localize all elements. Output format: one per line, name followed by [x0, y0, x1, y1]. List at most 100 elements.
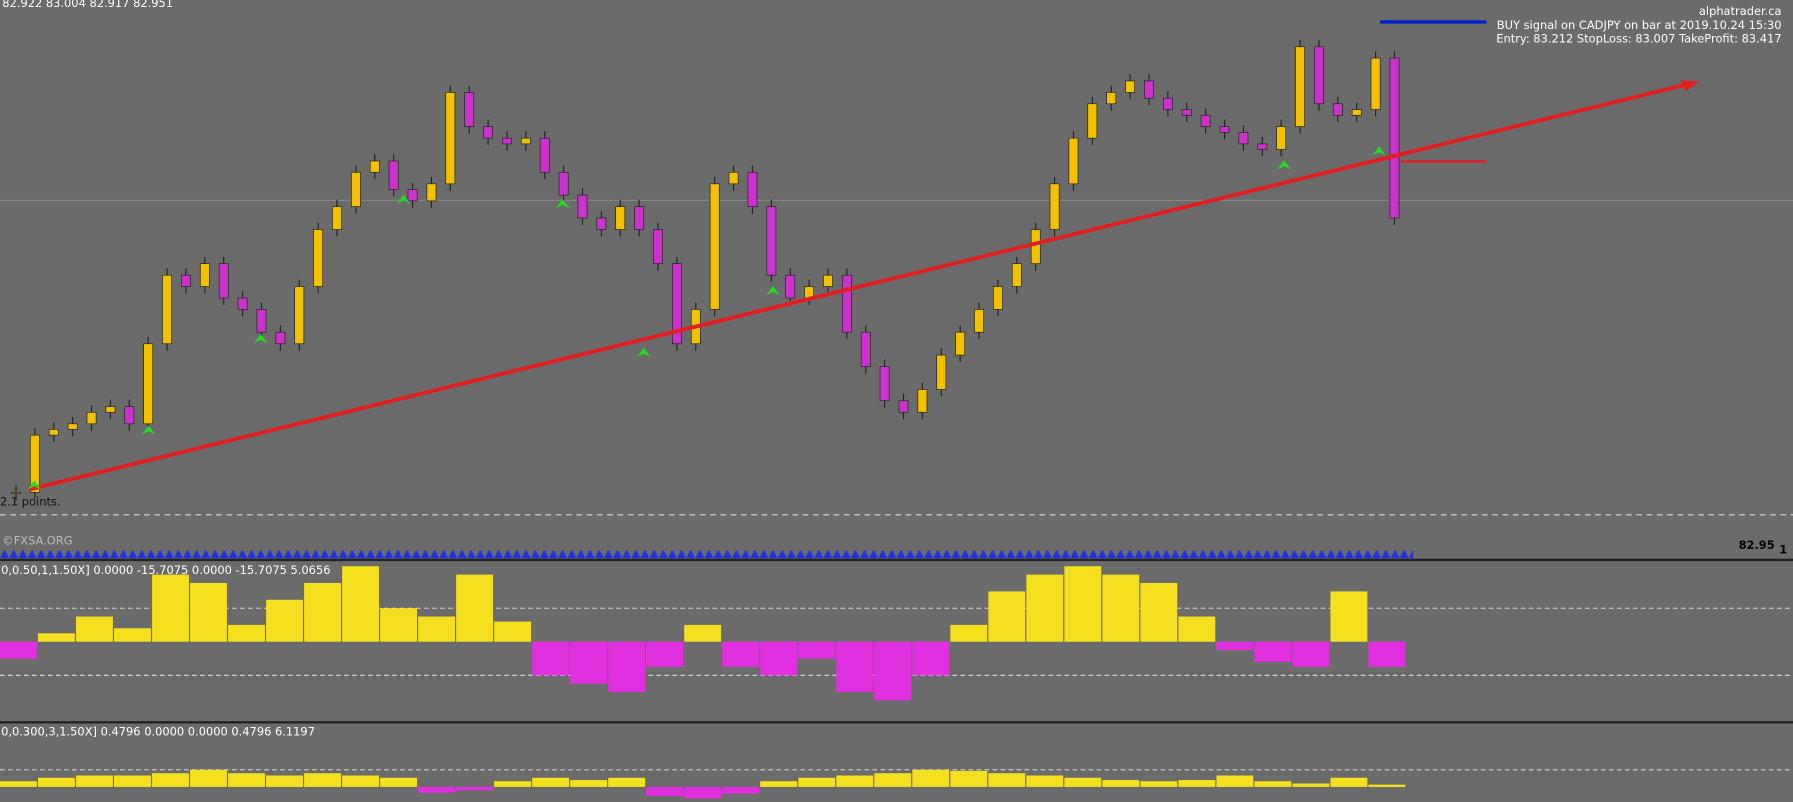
histogram-bar: [152, 773, 189, 787]
histogram-bar: [988, 591, 1026, 642]
histogram-bar: [722, 786, 760, 794]
candle: [48, 429, 59, 436]
histogram-bar: [1330, 591, 1368, 642]
histogram-bar: [342, 775, 379, 787]
histogram-bar: [0, 641, 37, 659]
histogram-bar: [1254, 641, 1292, 662]
candle: [747, 171, 758, 208]
candle: [67, 423, 78, 430]
histogram-bar: [1102, 780, 1140, 787]
candle: [860, 331, 871, 367]
histogram-bar: [494, 621, 532, 642]
histogram-bar: [1330, 777, 1368, 787]
histogram-bar: [608, 777, 646, 787]
candle: [596, 217, 607, 230]
oscillator-2-label: 0,0.300,3,1.50X] 0.4796 0.0000 0.0000 0.…: [1, 724, 315, 738]
histogram-bar: [152, 574, 189, 642]
histogram-bar: [836, 775, 874, 787]
histogram-bar: [456, 574, 494, 642]
histogram-bar: [950, 624, 988, 642]
points-label: 2.1 points.: [0, 495, 61, 509]
candle: [974, 309, 984, 333]
candle: [917, 389, 928, 413]
candle: [426, 183, 437, 202]
histogram-bar: [228, 624, 265, 642]
candle: [143, 343, 154, 425]
histogram-bar: [1216, 641, 1254, 651]
histogram-bar: [418, 616, 456, 642]
candle: [1049, 183, 1060, 230]
candle: [1257, 143, 1268, 150]
candle: [955, 331, 966, 356]
candle: [1162, 97, 1173, 110]
candle: [766, 206, 777, 276]
candle: [464, 92, 475, 127]
histogram-bar: [1368, 784, 1406, 787]
candles: [11, 39, 1400, 501]
histogram-bar: [1292, 783, 1330, 787]
candle: [29, 434, 40, 493]
histogram-bar: [304, 773, 341, 787]
candle: [577, 194, 588, 219]
histogram-bar: [1216, 775, 1254, 787]
candle: [1106, 92, 1117, 105]
candle: [634, 206, 645, 230]
histogram-bar: [228, 773, 265, 787]
histogram-bar: [1026, 775, 1064, 787]
candle: [199, 263, 210, 287]
candle: [1219, 126, 1230, 133]
trend-arrow: [1680, 80, 1700, 92]
histogram-bar: [38, 777, 75, 787]
histogram-bar: [1254, 781, 1292, 787]
candle: [879, 366, 890, 402]
candle: [369, 160, 380, 173]
candle: [936, 354, 947, 390]
candle: [1068, 137, 1079, 185]
histogram-bar: [190, 769, 227, 787]
watermark: ©FXSA.ORG: [2, 534, 72, 548]
candle: [1370, 57, 1381, 110]
candle: [445, 92, 456, 185]
candle: [1030, 229, 1041, 265]
histogram-bar: [836, 641, 874, 693]
candle: [728, 171, 739, 185]
histogram-bar: [760, 641, 798, 676]
ohlc-text: 82.922 83.004 82.917 82.951: [2, 0, 173, 10]
candle: [709, 183, 720, 310]
histogram-bar: [1064, 777, 1102, 787]
histogram-bar: [38, 633, 75, 642]
candle: [539, 137, 550, 173]
candle: [1011, 263, 1022, 287]
candle: [502, 137, 512, 145]
candle: [898, 400, 909, 413]
candle: [1144, 80, 1154, 99]
histogram-bar: [646, 786, 684, 797]
candle: [785, 274, 796, 299]
candle: [1389, 57, 1400, 219]
candle: [181, 274, 191, 287]
candle: [1181, 109, 1192, 116]
candle: [86, 411, 97, 425]
candle: [1125, 80, 1136, 93]
histogram-bar: [304, 583, 341, 642]
trend-line: [28, 81, 1691, 492]
current-price: 82.95: [1739, 538, 1775, 552]
histogram-bar: [0, 781, 37, 787]
candle: [823, 274, 833, 287]
histogram-bar: [722, 641, 760, 667]
histogram-bar: [798, 641, 836, 659]
histogram-bar: [532, 777, 570, 787]
histogram-bar: [874, 641, 912, 701]
candle: [672, 263, 682, 345]
histogram-bar: [532, 641, 570, 676]
oscillator-1: [0, 566, 1793, 701]
histogram-bar: [114, 628, 151, 642]
candle: [1276, 126, 1287, 150]
histogram-bar: [1140, 583, 1178, 642]
candle: [332, 206, 342, 230]
candle: [162, 274, 172, 345]
histogram-bar: [76, 775, 113, 787]
candle: [653, 229, 663, 265]
candle: [1087, 103, 1098, 139]
